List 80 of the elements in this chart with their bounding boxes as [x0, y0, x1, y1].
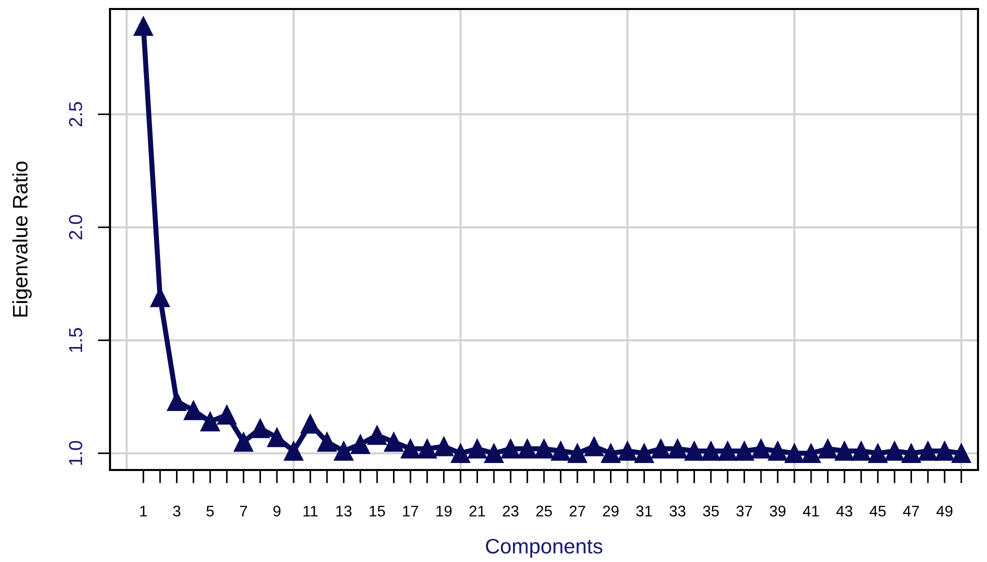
x-tick-label: 17: [403, 506, 418, 516]
y-tick-label: 1.0: [68, 440, 82, 465]
point: [217, 405, 237, 425]
x-axis-title: Components: [486, 538, 602, 558]
point: [684, 441, 704, 461]
point: [167, 392, 186, 412]
y-tick-label: 1.5: [69, 328, 82, 352]
x-tick-label: 27: [570, 506, 586, 516]
point: [234, 432, 254, 452]
x-tick-label: 5: [206, 506, 214, 516]
point: [934, 441, 954, 461]
x-tick-label: 47: [903, 506, 919, 516]
point: [134, 16, 154, 36]
point: [784, 444, 804, 463]
point: [634, 444, 654, 463]
x-tick-label: 19: [436, 506, 452, 516]
x-tick-label: 25: [536, 506, 552, 516]
point: [534, 439, 554, 458]
point: [718, 441, 738, 461]
point: [317, 432, 337, 452]
x-tick-label: 45: [870, 506, 886, 516]
x-tick-label: 29: [603, 506, 619, 516]
point: [350, 434, 370, 454]
x-tick-label: 37: [736, 506, 752, 516]
point: [651, 439, 671, 458]
point: [550, 441, 570, 461]
point: [500, 439, 520, 458]
point: [300, 414, 320, 434]
point: [184, 400, 204, 420]
point: [417, 439, 437, 458]
point: [768, 441, 788, 461]
x-tick-label: 33: [670, 506, 686, 516]
x-tick-label: 1: [140, 506, 147, 516]
point: [400, 439, 420, 458]
y-axis-title: Eigenvalue Ratio: [12, 162, 32, 317]
x-tick-label: 9: [273, 506, 280, 516]
x-tick-label: 43: [836, 506, 852, 516]
point: [200, 412, 220, 432]
point: [834, 441, 854, 461]
point: [518, 439, 538, 458]
x-tick-label: 35: [703, 506, 719, 516]
point: [367, 425, 387, 445]
point: [902, 444, 921, 463]
x-tick-label: 41: [802, 506, 819, 516]
point: [918, 441, 938, 461]
point: [484, 444, 504, 463]
point: [884, 441, 904, 461]
x-tick-label: 3: [173, 506, 180, 516]
point: [584, 436, 604, 456]
point: [868, 444, 888, 463]
point: [568, 444, 588, 463]
x-tick-label: 31: [636, 506, 652, 516]
point: [851, 441, 871, 461]
point: [734, 441, 754, 461]
point: [601, 444, 620, 463]
point: [818, 439, 838, 458]
x-tick-label: 21: [470, 506, 485, 516]
point: [952, 444, 972, 463]
x-tick-label: 15: [370, 506, 385, 516]
y-tick-label: 2.5: [68, 102, 82, 126]
x-tick-label: 7: [240, 506, 248, 516]
point: [668, 439, 688, 458]
x-tick-label: 23: [502, 506, 518, 516]
point: [450, 444, 470, 463]
point: [267, 428, 287, 448]
x-tick-label: 39: [770, 506, 786, 516]
x-tick-label: 11: [304, 506, 318, 516]
point: [250, 418, 270, 438]
point: [701, 441, 721, 461]
point: [751, 439, 771, 458]
point: [618, 441, 638, 461]
y-tick-label: 2.0: [68, 214, 82, 240]
point: [434, 436, 454, 456]
x-tick-label: 49: [936, 506, 952, 516]
point: [334, 441, 354, 461]
point: [801, 444, 821, 463]
x-tick-label: 13: [336, 506, 352, 516]
point: [468, 439, 487, 458]
point: [284, 441, 304, 461]
point: [384, 432, 404, 452]
